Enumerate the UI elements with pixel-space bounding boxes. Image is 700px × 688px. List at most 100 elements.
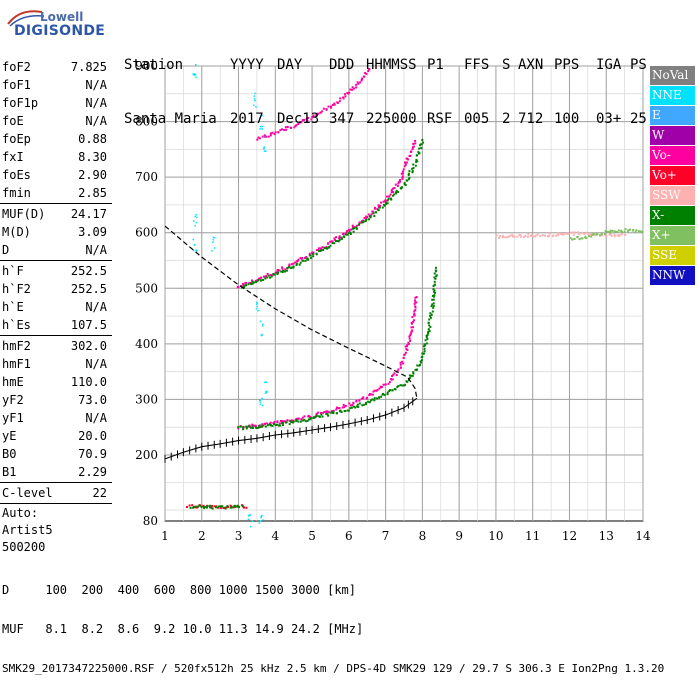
echo-point [347,228,350,231]
echo-point [283,129,286,132]
echo-point [309,254,312,257]
echo-point [256,303,258,306]
echo-point [205,506,208,509]
y-tick-label: 400 [135,337,158,351]
echo-point [556,232,559,235]
echo-point [427,330,430,333]
echo-point [217,505,220,508]
echo-point [621,233,624,236]
echo-point [383,393,386,396]
legend-item-nne: NNE [650,86,695,105]
param-group-profile: hmF2 302.0 hmF1 N/A hmE 110.0 yF2 73.0 yF1 N/A yE 2… [0,337,112,481]
echo-point [392,191,395,194]
echo-point [382,383,385,386]
echo-point [286,419,289,422]
echo-point [194,73,197,76]
param-name: hmE [2,375,24,389]
x-tick-label: 11 [525,529,540,543]
echo-point [415,160,418,163]
echo-point [621,230,624,233]
echo-point [555,234,558,237]
echo-point [391,374,394,377]
echo-point [278,424,281,427]
echo-point [262,323,264,326]
param-value: N/A [85,243,107,257]
echo-point [401,384,404,387]
echo-point [258,137,261,140]
echo-point [360,79,363,82]
echo-point [498,236,501,239]
echo-point [232,506,235,509]
echo-point [639,230,642,233]
param-value: N/A [85,300,107,314]
echo-point [327,414,330,417]
echo-point [195,76,197,78]
y-tick-label: 900 [135,59,158,73]
echo-point [565,232,568,235]
echo-point [372,390,375,393]
digisonde-logo: Lowell DIGISONDE [6,6,116,54]
echo-point [399,361,402,364]
echo-point [392,373,395,376]
header-value-2: Dec13 [277,111,320,127]
echo-point [261,514,263,517]
echo-point [340,237,343,240]
param-name: foF1 [2,78,31,92]
echo-point [367,218,370,221]
echo-point [352,230,355,233]
echo-point [261,125,263,128]
echo-point [289,126,292,129]
echo-point [324,247,327,250]
x-tick-label: 13 [599,529,614,543]
echo-point [242,426,245,429]
param-row: foF1p N/A [0,94,112,112]
echo-point [336,406,339,409]
echo-point [433,280,436,283]
echo-point [315,252,318,255]
echo-point [309,416,312,419]
echo-point [385,202,388,205]
auto-label: Auto: [2,506,39,520]
echo-point [267,274,270,277]
echo-point [331,240,334,243]
echo-point [213,505,216,508]
param-value: N/A [85,357,107,371]
echo-point [377,208,380,211]
echo-point [259,117,261,119]
echo-point [432,298,435,301]
echo-point [548,232,551,235]
echo-point [610,232,613,235]
echo-point [397,182,400,185]
echo-point [388,389,391,392]
echo-point [348,230,351,233]
echo-point [402,356,405,359]
echo-point [317,415,320,418]
param-group-muf: MUF(D) 24.17 M(D) 3.09 D N/A [0,205,112,259]
echo-point [320,413,323,416]
param-row: B1 2.29 [0,463,112,481]
header-label-10: IGA [596,57,622,73]
echo-point [428,330,431,333]
echo-point [404,163,407,166]
echo-point [335,236,338,239]
echo-point [262,136,265,138]
echo-point [189,506,192,509]
echo-point [573,231,576,234]
param-row: h`Es 107.5 [0,316,112,334]
echo-point [288,266,291,269]
echo-point [339,97,342,100]
scaling-code: 500200 [2,540,46,554]
echo-point [296,259,299,262]
echo-point [406,345,409,348]
echo-point [421,141,424,144]
echo-point [343,236,346,239]
echo-point [429,314,432,317]
param-group-confidence: C-level 22 [0,484,112,502]
echo-point [356,81,359,84]
echo-point [362,220,365,223]
echo-point [434,277,437,280]
echo-point [284,126,287,129]
echo-point [431,303,434,306]
echo-point [426,333,429,336]
polarization-legend: NoVal NNE E W Vo- Vo+ SSW X- X+ SSE NNW [650,66,695,286]
